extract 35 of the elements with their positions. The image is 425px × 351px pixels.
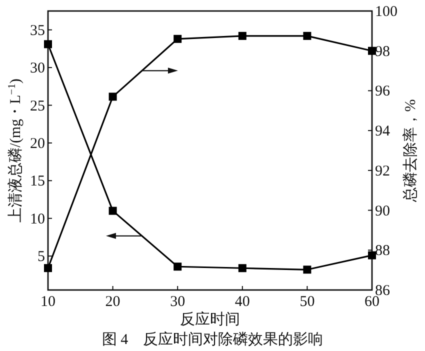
point — [303, 32, 312, 40]
caption: 图 4 反应时间对除磷效果的影响 — [102, 331, 324, 348]
x-tick-label: 10 — [40, 294, 56, 310]
point — [238, 264, 246, 272]
point — [44, 264, 52, 272]
point — [108, 92, 117, 101]
point — [44, 40, 52, 48]
y-tick-label: 5 — [38, 249, 45, 266]
point — [174, 262, 182, 271]
y-tick-label: 30 — [30, 60, 45, 77]
point — [368, 251, 376, 260]
y2-tick-label: 92 — [375, 163, 390, 180]
point — [303, 266, 312, 274]
y-tick-label: 10 — [30, 211, 45, 228]
point — [368, 46, 376, 55]
y2-tick-label: 98 — [375, 44, 390, 60]
y-tick-label: 25 — [30, 98, 45, 114]
x-tick-label: 20 — [105, 294, 120, 310]
y-tick-label: 35 — [30, 22, 45, 39]
y2-tick-label: 100 — [375, 4, 398, 20]
point — [174, 34, 182, 43]
y2-tick-label: 96 — [375, 84, 390, 100]
y-tick-label: 20 — [30, 136, 45, 152]
x-tick-label: 60 — [364, 294, 380, 310]
x-tick-label: 30 — [170, 294, 186, 310]
y2-tick-label: 88 — [375, 243, 390, 260]
x-tick-label: 50 — [300, 294, 315, 310]
y2-axis-title: 总磷去除率，% — [402, 99, 419, 203]
y2-tick-label: 94 — [375, 124, 390, 140]
x-tick-label: 40 — [234, 294, 250, 310]
point — [238, 32, 246, 40]
x-axis-title: 反应时间 — [180, 311, 240, 328]
point — [108, 206, 117, 215]
y2-tick-label: 90 — [375, 203, 390, 220]
y-tick-label: 15 — [30, 174, 45, 190]
